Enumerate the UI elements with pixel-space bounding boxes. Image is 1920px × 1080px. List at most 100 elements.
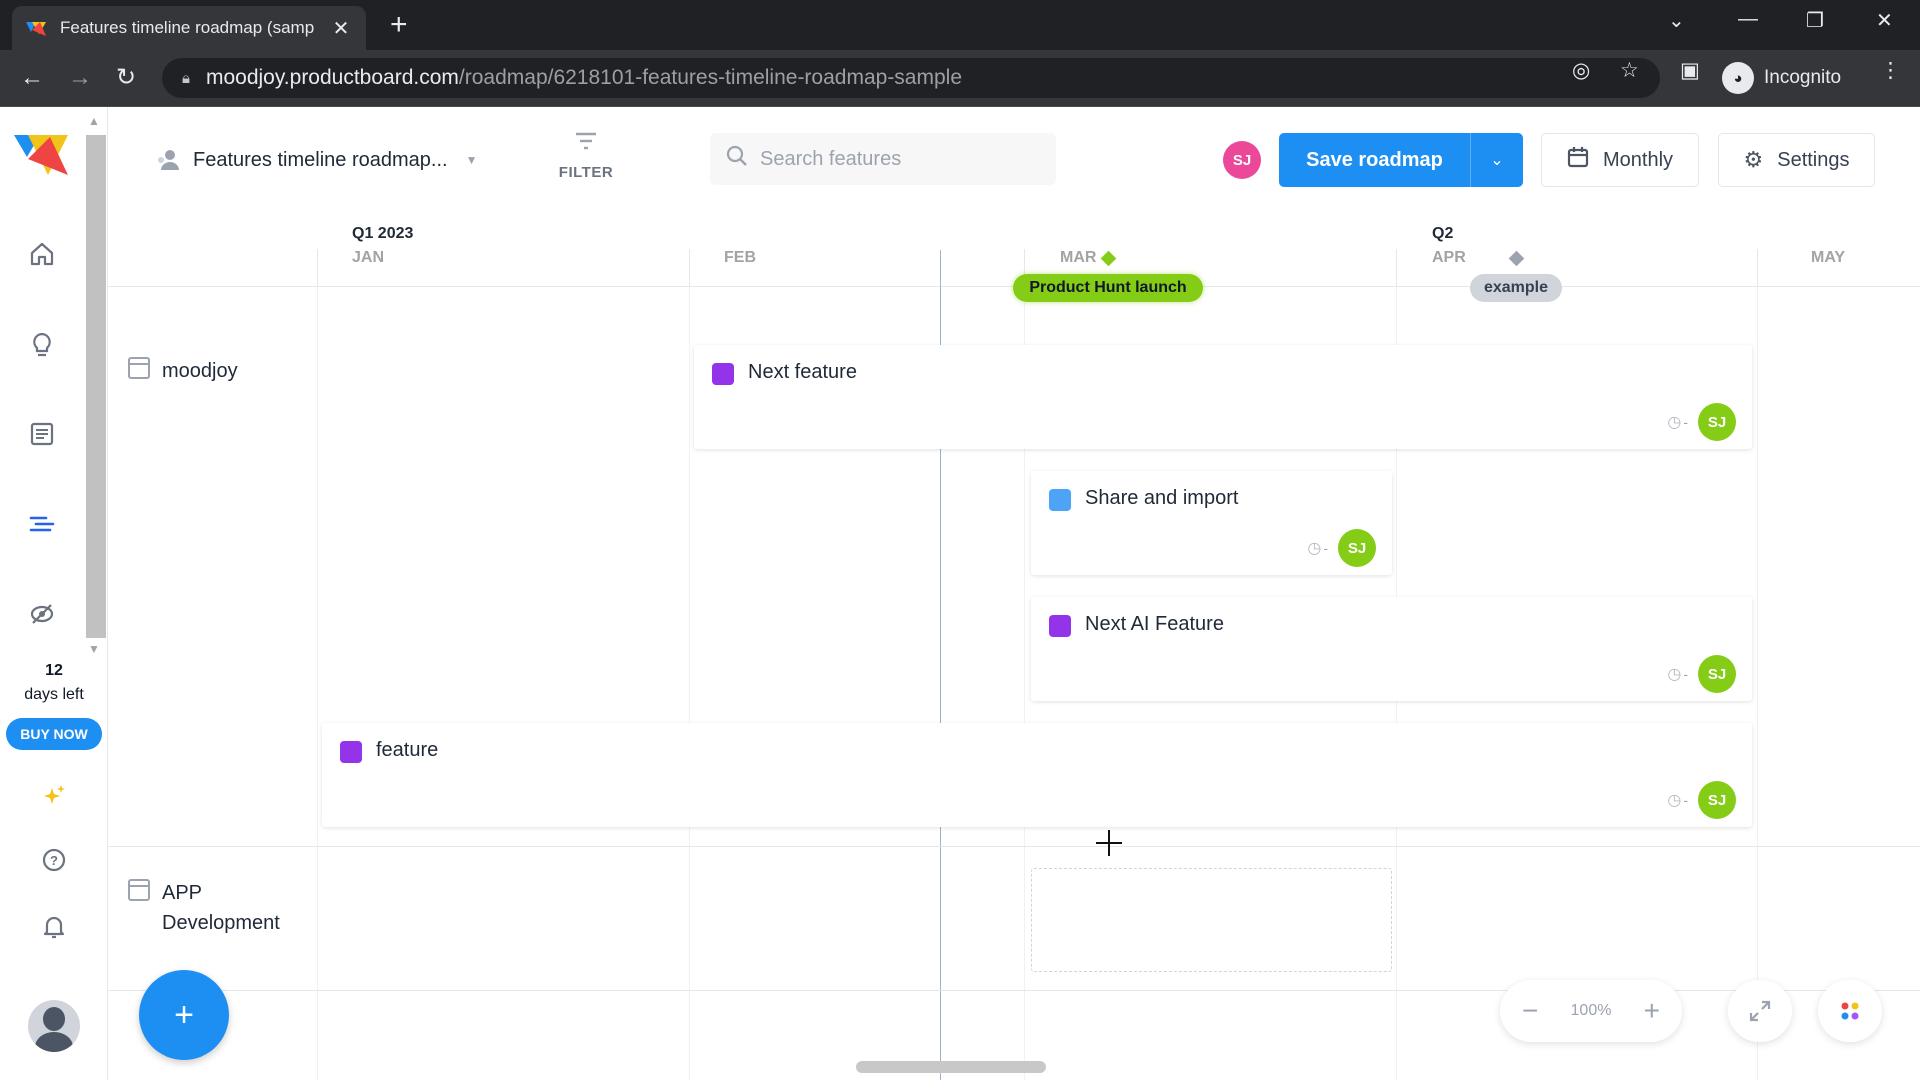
browser-tab[interactable]: Features timeline roadmap (samp ✕: [12, 6, 366, 50]
fullscreen-expand-button[interactable]: [1728, 980, 1792, 1042]
feature-bar-feature[interactable]: feature ◷ - SJ: [322, 723, 1752, 827]
search-input[interactable]: [760, 147, 1040, 171]
milestone-product-hunt-launch[interactable]: Product Hunt launch: [1013, 274, 1203, 302]
productboard-logo-icon[interactable]: [14, 135, 70, 175]
settings-button[interactable]: ⚙ Settings: [1718, 133, 1875, 187]
filter-label: FILTER: [558, 164, 614, 181]
sidebar-scroll-up-icon[interactable]: ▲: [88, 114, 100, 128]
tab-search-chevron-icon[interactable]: ⌄: [1668, 10, 1685, 32]
status-color-swatch: [712, 363, 734, 385]
restore-icon[interactable]: ❐: [1806, 10, 1824, 32]
month-label: MAR: [1060, 249, 1097, 266]
help-icon[interactable]: ?: [38, 846, 70, 878]
time-estimate: -: [1683, 414, 1688, 430]
collaborator-avatar[interactable]: SJ: [1223, 141, 1261, 179]
close-window-icon[interactable]: ✕: [1876, 10, 1893, 32]
clock-icon: ◷: [1667, 792, 1682, 809]
zoom-out-button[interactable]: −: [1522, 995, 1539, 1026]
forward-arrow-icon[interactable]: →: [68, 64, 92, 91]
settings-label: Settings: [1777, 148, 1850, 171]
month-label: JAN: [352, 249, 385, 266]
group-window-icon: [128, 879, 150, 901]
quarter-label: Q2: [1432, 225, 1454, 242]
empty-drop-placeholder[interactable]: [1031, 868, 1392, 972]
group-window-icon: [128, 357, 150, 379]
eye-slash-icon[interactable]: ◎: [1572, 59, 1591, 82]
monthly-label: Monthly: [1602, 148, 1674, 171]
clock-icon: ◷: [1667, 414, 1682, 431]
clock-icon: ◷: [1307, 540, 1322, 557]
new-tab-button[interactable]: +: [390, 8, 408, 41]
browser-menu-icon[interactable]: ⋮: [1880, 59, 1901, 82]
tab-title: Features timeline roadmap (samp: [60, 18, 315, 37]
feature-name: feature: [376, 739, 439, 761]
status-color-swatch: [1049, 489, 1071, 511]
owner-avatar[interactable]: SJ: [1698, 781, 1736, 819]
url-path: /roadmap/6218101-features-timeline-roadm…: [458, 66, 963, 89]
feature-bar-share-and-import[interactable]: Share and import ◷ - SJ: [1031, 471, 1392, 575]
apps-dots-icon: [1841, 1002, 1859, 1020]
features-board-icon[interactable]: [26, 420, 58, 452]
status-color-swatch: [340, 741, 362, 763]
reload-icon[interactable]: ↻: [116, 64, 137, 91]
bookmark-star-icon[interactable]: ☆: [1620, 59, 1639, 82]
month-label: MAY: [1811, 249, 1846, 266]
month-label: FEB: [724, 249, 756, 266]
trial-days-count: 12: [45, 662, 63, 679]
owner-avatar[interactable]: SJ: [1698, 655, 1736, 693]
insights-lightbulb-icon[interactable]: [26, 330, 58, 362]
zoom-in-button[interactable]: +: [1643, 995, 1660, 1026]
save-roadmap-button[interactable]: Save roadmap: [1279, 133, 1471, 187]
user-avatar[interactable]: [28, 1000, 80, 1052]
add-item-button[interactable]: +: [139, 970, 229, 1060]
timeline-header: Q1 2023 Q2 JAN FEB MAR APR MAY: [108, 215, 1920, 287]
owner-avatar[interactable]: SJ: [1698, 403, 1736, 441]
group-moodjoy[interactable]: moodjoy: [128, 356, 238, 386]
roadmap-title-dropdown[interactable]: Features timeline roadmap... ▼: [155, 145, 477, 175]
save-options-chevron-icon[interactable]: ⌄: [1490, 152, 1504, 169]
filter-icon: [558, 130, 614, 158]
incognito-icon: ◕: [1722, 62, 1754, 94]
buy-now-button[interactable]: BUY NOW: [6, 718, 102, 750]
url-host: moodjoy.productboard.com: [205, 66, 459, 89]
notifications-bell-icon[interactable]: [38, 912, 70, 944]
owner-avatar[interactable]: SJ: [1338, 529, 1376, 567]
roadmap-people-icon: [155, 148, 181, 172]
filter-button[interactable]: FILTER: [558, 130, 614, 181]
sparkle-icon[interactable]: [38, 782, 70, 814]
grid-line: [689, 287, 690, 1080]
apps-grid-button[interactable]: [1818, 980, 1882, 1042]
status-color-swatch: [1049, 615, 1071, 637]
sidebar-scrollbar-thumb[interactable]: [86, 135, 106, 638]
browser-address-bar: ← → ↻ 🔒︎ moodjoy.productboard.com/roadma…: [0, 50, 1920, 107]
grid-line: [1757, 287, 1758, 1080]
group-app-development[interactable]: APP Development: [128, 878, 312, 938]
portal-eye-icon[interactable]: [26, 600, 58, 632]
grid-line: [317, 287, 318, 1080]
group-name: moodjoy: [162, 360, 238, 382]
monthly-view-button[interactable]: Monthly: [1541, 133, 1699, 187]
horizontal-scrollbar-thumb[interactable]: [856, 1061, 1046, 1073]
save-roadmap-split-button: Save roadmap ⌄: [1279, 133, 1523, 187]
sidebar-scroll-down-icon[interactable]: ▼: [88, 642, 100, 656]
gear-icon: ⚙: [1743, 147, 1764, 172]
back-arrow-icon[interactable]: ←: [20, 64, 44, 91]
search-box[interactable]: [710, 133, 1056, 185]
milestone-example[interactable]: example: [1470, 274, 1562, 302]
clock-icon: ◷: [1667, 666, 1682, 683]
quarter-label: Q1 2023: [352, 225, 414, 242]
row-separator: [108, 846, 1920, 847]
search-icon: [726, 145, 748, 173]
url-omnibox[interactable]: 🔒︎ moodjoy.productboard.com/roadmap/6218…: [162, 58, 1660, 98]
minimize-icon[interactable]: —: [1738, 8, 1758, 30]
side-panel-icon[interactable]: ▣: [1680, 59, 1700, 82]
feature-bar-next-feature[interactable]: Next feature ◷ - SJ: [694, 345, 1752, 449]
home-icon[interactable]: [26, 240, 58, 272]
incognito-indicator[interactable]: ◕ Incognito: [1722, 58, 1841, 98]
trial-days-label: days left: [24, 686, 84, 703]
incognito-label: Incognito: [1764, 67, 1842, 88]
tab-close-icon[interactable]: ✕: [332, 17, 350, 40]
roadmaps-icon[interactable]: [26, 510, 58, 542]
month-label: APR: [1432, 249, 1466, 266]
feature-bar-next-ai-feature[interactable]: Next AI Feature ◷ - SJ: [1031, 597, 1752, 701]
